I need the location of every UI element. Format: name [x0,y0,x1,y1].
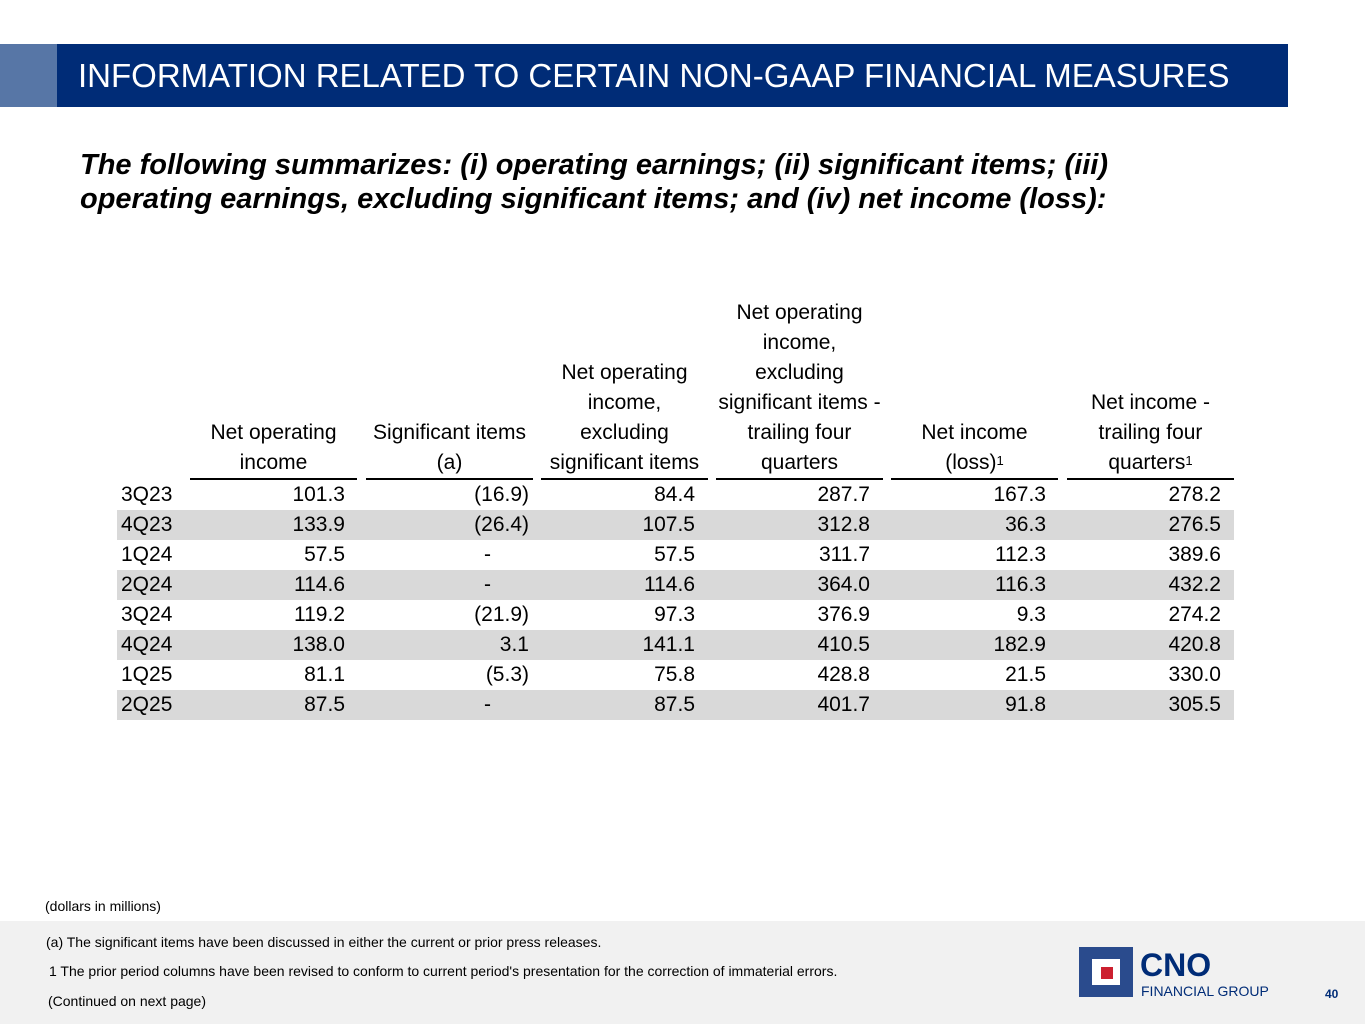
financial-table: Net operating income Significant items (… [117,300,1234,720]
row-value: 182.9 [993,633,1046,656]
header-label: Net operating income, excluding signific… [549,361,700,474]
slide-subtitle: The following summarizes: (i) operating … [80,149,1108,215]
row-value: 432.2 [1168,573,1221,596]
table-row: 4Q24 138.0 3.1 141.1 410.5 182.9 420.8 [117,630,1234,660]
footnote-1: 1 The prior period columns have been rev… [49,963,838,979]
title-accent-block [0,44,57,107]
row-value: 389.6 [1168,543,1221,566]
row-value: 138.0 [292,633,345,656]
footnote-marker: 1 [1185,453,1193,468]
row-value: 57.5 [304,543,345,566]
header-net-income-trailing: Net income - trailing four quarters1 [1067,388,1234,480]
row-value: 9.3 [1016,603,1046,626]
row-value: 84.4 [654,483,695,506]
row-value: 107.5 [642,513,695,536]
row-value: 311.7 [819,543,870,566]
table-row: 4Q23 133.9 (26.4) 107.5 312.8 36.3 276.5 [117,510,1234,540]
row-value: 305.5 [1168,693,1221,716]
row-value: 401.7 [817,693,870,716]
row-value: 112.3 [995,543,1046,566]
row-period: 1Q24 [121,543,173,566]
header-label: Net operating income [210,421,337,474]
table-body: 3Q23 101.3 (16.9) 84.4 287.7 167.3 278.2 4Q23 13… [117,480,1234,720]
row-period: 4Q23 [121,513,173,536]
logo-subtitle: FINANCIAL GROUP [1141,983,1269,999]
row-value: 81.1 [304,663,345,686]
continued-note: (Continued on next page) [48,993,206,1009]
table-row: 2Q24 114.6 - 114.6 364.0 116.3 432.2 [117,570,1234,600]
row-value: 116.3 [995,573,1046,596]
row-value: 21.5 [1005,663,1046,686]
header-significant-items: Significant items (a) [366,418,533,480]
row-value: 97.3 [654,603,695,626]
row-value: (26.4) [474,513,529,536]
row-period: 1Q25 [121,663,173,686]
row-period: 2Q25 [121,693,173,716]
page-number: 40 [1325,987,1339,1001]
header-label: Net operating income, excluding signific… [718,301,881,474]
row-value: 167.3 [993,483,1046,506]
row-value: 287.7 [817,483,870,506]
row-value: 330.0 [1168,663,1221,686]
row-value: (5.3) [485,663,529,686]
row-value: 36.3 [1005,513,1046,536]
row-value: 87.5 [304,693,345,716]
header-net-operating-income-trailing: Net operating income, excluding signific… [716,298,883,480]
row-value: 428.8 [817,663,870,686]
row-period: 4Q24 [121,633,173,656]
table-header: Net operating income Significant items (… [117,300,1234,480]
row-value: 364.0 [817,573,870,596]
table-row: 2Q25 87.5 - 87.5 401.7 91.8 305.5 [117,690,1234,720]
row-value: 114.6 [644,573,695,596]
row-value: - [484,543,491,566]
row-value: 57.5 [654,543,695,566]
footer-band: (a) The significant items have been disc… [0,921,1365,1024]
row-period: 3Q23 [121,483,173,506]
row-value: 114.6 [294,573,345,596]
row-value: 312.8 [817,513,870,536]
header-label: Net income (loss) [921,421,1028,474]
table-row: 1Q24 57.5 - 57.5 311.7 112.3 389.6 [117,540,1234,570]
cno-logo: CNO FINANCIAL GROUP [1079,947,1299,999]
row-value: (16.9) [474,483,529,506]
row-value: 420.8 [1168,633,1221,656]
row-period: 2Q24 [121,573,173,596]
row-value: 75.8 [654,663,695,686]
row-value: 101.3 [292,483,345,506]
page-title: INFORMATION RELATED TO CERTAIN NON-GAAP … [57,44,1288,107]
row-value: 87.5 [654,693,695,716]
row-value: 410.5 [817,633,870,656]
header-net-operating-income: Net operating income [190,418,357,480]
logo-mark-icon [1079,947,1133,997]
row-value: 133.9 [292,513,345,536]
row-value: 276.5 [1168,513,1221,536]
row-value: 278.2 [1168,483,1221,506]
row-value: 91.8 [1005,693,1046,716]
row-value: 274.2 [1168,603,1221,626]
row-period: 3Q24 [121,603,173,626]
header-net-operating-income-excl: Net operating income, excluding signific… [541,358,708,480]
row-value: 141.1 [642,633,695,656]
table-row: 3Q24 119.2 (21.9) 97.3 376.9 9.3 274.2 [117,600,1234,630]
footnote-a: (a) The significant items have been disc… [46,934,602,950]
row-value: 3.1 [499,633,529,656]
row-value: - [484,573,491,596]
header-net-income: Net income (loss)1 [891,418,1058,480]
logo-name: CNO [1140,947,1212,983]
units-note: (dollars in millions) [45,898,161,914]
row-value: - [484,693,491,716]
header-label: Significant items (a) [373,421,526,474]
row-value: 119.2 [294,603,345,626]
row-value: 376.9 [817,603,870,626]
footnote-marker: 1 [996,453,1004,468]
table-row: 3Q23 101.3 (16.9) 84.4 287.7 167.3 278.2 [117,480,1234,510]
header-label: Net income - trailing four quarters [1090,391,1211,474]
table-row: 1Q25 81.1 (5.3) 75.8 428.8 21.5 330.0 [117,660,1234,690]
row-value: (21.9) [474,603,529,626]
